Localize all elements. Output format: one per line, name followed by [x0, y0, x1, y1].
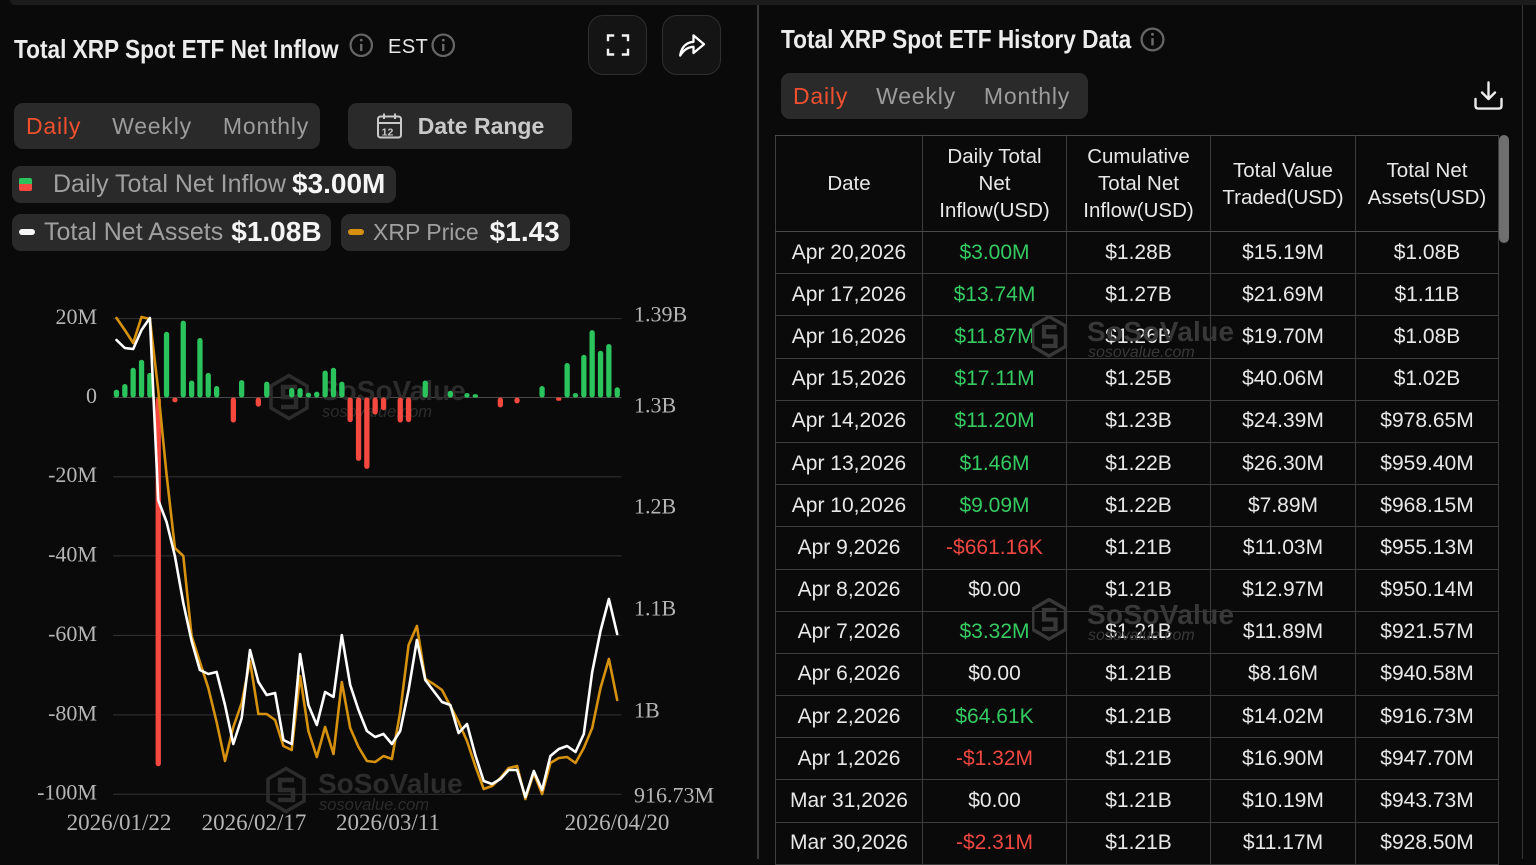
svg-text:2026/03/11: 2026/03/11 — [336, 810, 440, 835]
svg-text:916.73M: 916.73M — [634, 783, 714, 808]
svg-text:SoSoValue: SoSoValue — [318, 768, 463, 799]
svg-text:sosovalue.com: sosovalue.com — [319, 796, 429, 814]
svg-text:1.1B: 1.1B — [634, 596, 676, 621]
svg-text:20M: 20M — [55, 304, 97, 329]
svg-text:1.39B: 1.39B — [634, 302, 687, 327]
svg-text:-80M: -80M — [48, 700, 97, 725]
svg-text:-100M: -100M — [37, 780, 97, 805]
svg-text:2026/04/20: 2026/04/20 — [565, 810, 670, 835]
svg-text:SoSoValue: SoSoValue — [321, 375, 466, 406]
svg-text:-20M: -20M — [48, 462, 97, 487]
svg-text:-60M: -60M — [48, 621, 97, 646]
svg-text:1.2B: 1.2B — [634, 494, 676, 519]
svg-text:SoSoValue: SoSoValue — [1087, 316, 1234, 347]
svg-text:sosovalue.com: sosovalue.com — [1088, 344, 1195, 361]
svg-text:0: 0 — [86, 383, 97, 408]
svg-text:12: 12 — [381, 127, 393, 139]
svg-text:SoSoValue: SoSoValue — [1087, 599, 1234, 630]
svg-text:2026/01/22: 2026/01/22 — [67, 810, 172, 835]
svg-text:2026/02/17: 2026/02/17 — [202, 810, 307, 835]
svg-text:sosovalue.com: sosovalue.com — [1088, 627, 1195, 644]
svg-text:1B: 1B — [634, 698, 660, 723]
svg-text:1.3B: 1.3B — [634, 393, 676, 418]
svg-text:-40M: -40M — [48, 541, 97, 566]
